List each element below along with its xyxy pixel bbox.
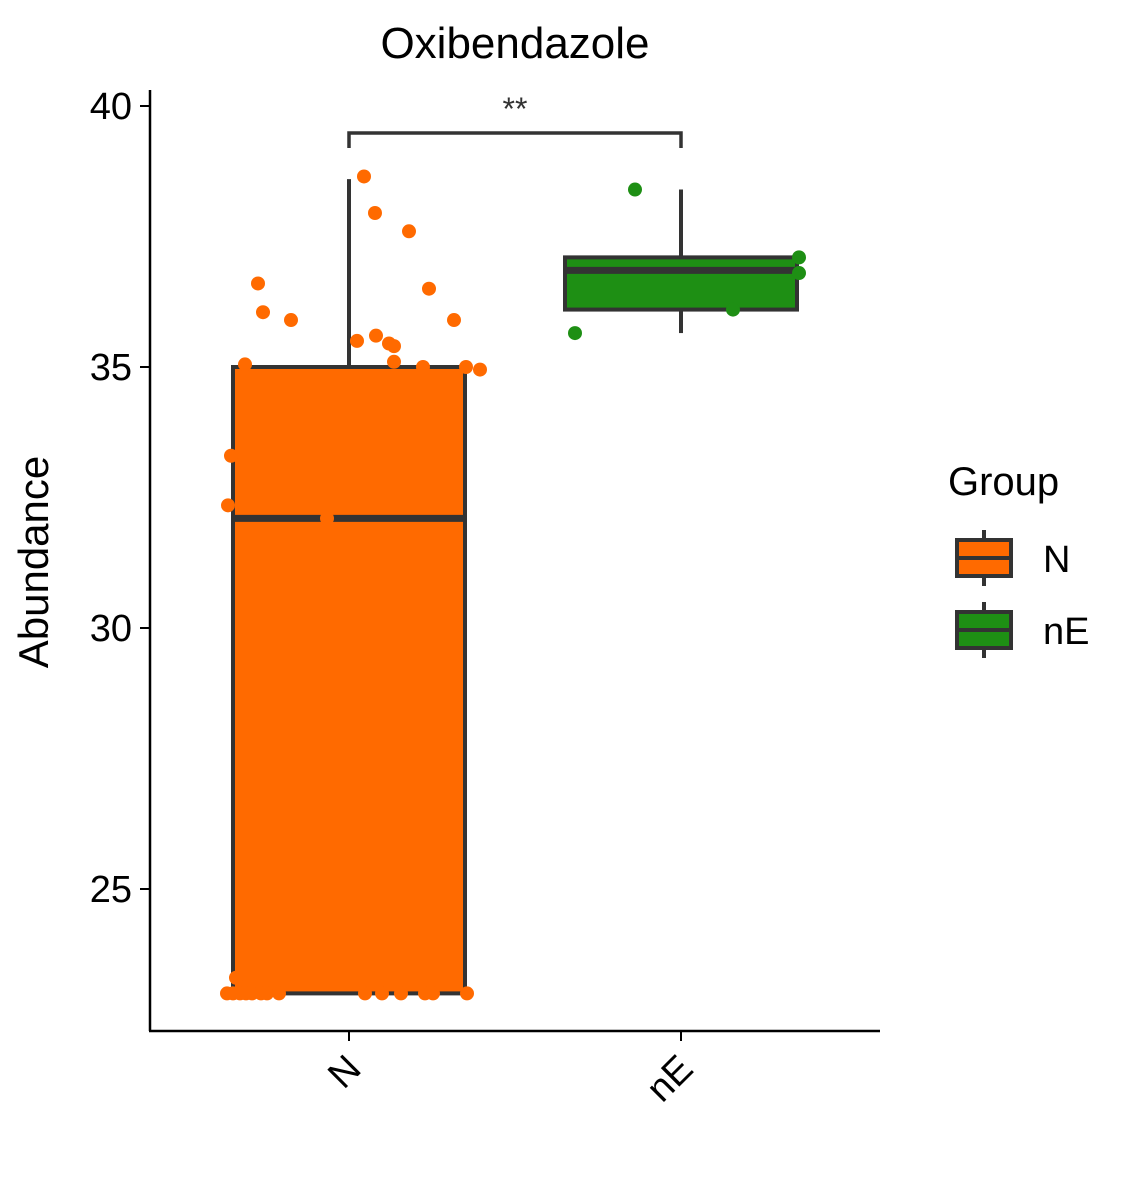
data-point-N	[357, 169, 371, 184]
box-nE	[563, 255, 799, 312]
data-point-N	[447, 313, 461, 328]
y-axis-label: Abundance	[10, 456, 57, 669]
data-point-N	[368, 206, 382, 221]
data-point-N	[387, 354, 401, 369]
data-point-N	[422, 281, 436, 296]
y-tick-label: 25	[90, 869, 132, 911]
data-point-N	[460, 986, 474, 1001]
data-point-nE	[792, 250, 806, 265]
box-N	[231, 365, 467, 996]
data-point-N	[416, 360, 430, 374]
data-point-nE	[726, 302, 740, 317]
data-point-N	[221, 498, 235, 513]
data-point-N	[402, 224, 416, 239]
significance-bracket	[347, 131, 683, 148]
data-point-N	[375, 986, 389, 1001]
data-point-N	[387, 339, 401, 354]
data-point-N	[224, 448, 238, 463]
data-point-N	[260, 986, 274, 1001]
significance-label: **	[503, 91, 528, 127]
data-point-nE	[568, 326, 582, 341]
data-point-N	[251, 276, 265, 291]
x-tick-label: nE	[639, 1048, 702, 1111]
data-point-nE	[628, 182, 642, 197]
data-point-N	[284, 313, 298, 328]
legend: Group NnE	[948, 460, 1089, 658]
x-tick-label: N	[320, 1048, 369, 1097]
data-point-N	[350, 333, 364, 348]
data-point-N	[238, 357, 252, 372]
data-point-N	[358, 986, 372, 1001]
data-point-N	[320, 511, 334, 526]
plot-area: 25 30 35 40 N nE **	[90, 86, 880, 1110]
legend-title: Group	[948, 460, 1059, 504]
data-point-N	[459, 360, 473, 374]
legend-label-nE: nE	[1043, 611, 1089, 653]
data-point-nE	[792, 266, 806, 281]
data-point-N	[369, 328, 383, 343]
data-point-N	[256, 305, 270, 320]
y-tick-label: 35	[90, 347, 132, 389]
chart-title: Oxibendazole	[380, 19, 649, 68]
y-tick-label: 30	[90, 608, 132, 650]
data-point-N	[473, 362, 487, 377]
legend-label-N: N	[1043, 539, 1070, 581]
data-point-N	[426, 986, 440, 1001]
data-point-N	[229, 970, 243, 985]
data-point-N	[272, 986, 286, 1001]
data-point-N	[394, 986, 408, 1001]
y-tick-label: 40	[90, 86, 132, 128]
